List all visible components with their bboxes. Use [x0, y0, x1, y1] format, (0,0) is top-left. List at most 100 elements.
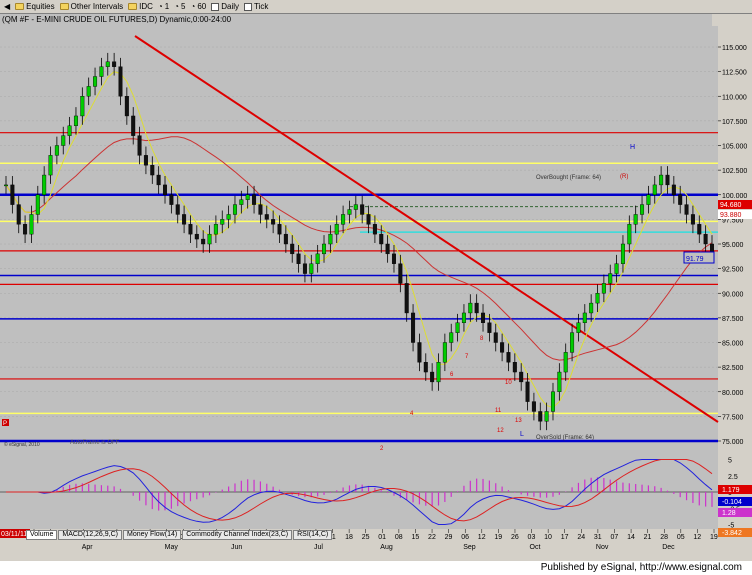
- month-label: Aug: [380, 544, 393, 551]
- candle-body: [404, 283, 409, 314]
- count-label: 8: [480, 336, 484, 342]
- daily-button[interactable]: Daily: [211, 2, 239, 11]
- candle-body: [42, 174, 47, 195]
- candle-body: [500, 342, 505, 353]
- candle-body: [347, 209, 352, 215]
- count-label: 2: [380, 446, 384, 452]
- candle-body: [360, 204, 365, 215]
- candle-body: [455, 322, 460, 333]
- tab-money-flow[interactable]: Money Flow(14): [123, 530, 182, 540]
- idc-button[interactable]: IDC: [128, 2, 153, 11]
- equities-folder[interactable]: Equities: [15, 2, 55, 11]
- day-tick-label: 21: [644, 534, 652, 541]
- month-label: Jul: [314, 544, 323, 551]
- candle-body: [328, 233, 333, 245]
- month-label: Jun: [231, 544, 242, 551]
- day-tick-label: 31: [594, 534, 602, 541]
- l-marker: L: [520, 431, 524, 438]
- candle-body: [341, 214, 346, 225]
- count-label: 12: [497, 428, 504, 434]
- arrow-icon[interactable]: ◀: [4, 2, 11, 11]
- month-label: Nov: [596, 544, 609, 551]
- day-tick-label: 10: [544, 534, 552, 541]
- candle-body: [372, 224, 377, 235]
- day-tick-label: 06: [461, 534, 469, 541]
- indicator-badge: [718, 508, 752, 517]
- price-tick-label: 105.000: [722, 144, 747, 151]
- tab-rsi[interactable]: RSI(14,C): [293, 530, 333, 540]
- price-chart[interactable]: 115.000112.500110.000107.500105.000102.5…: [0, 14, 752, 561]
- candle-body: [461, 312, 466, 324]
- candle-body: [175, 204, 180, 215]
- price-tick-label: 92.500: [722, 267, 744, 274]
- candle-body: [252, 194, 257, 205]
- indicator-lines: [0, 459, 718, 525]
- folder-icon: [128, 3, 138, 10]
- moving-averages: [5, 71, 713, 409]
- candle-body: [48, 155, 53, 176]
- indicator-badge-text: -3.842: [722, 530, 742, 537]
- count-label: 7: [465, 354, 469, 360]
- moving-average-slow: [5, 136, 713, 361]
- day-tick-label: 28: [660, 534, 668, 541]
- candle-body: [519, 371, 524, 383]
- day-tick-label: 05: [677, 534, 685, 541]
- candle-body: [226, 214, 231, 220]
- day-tick-label: 14: [627, 534, 635, 541]
- idc-label: IDC: [139, 2, 153, 11]
- price-tick-label: 87.500: [722, 316, 744, 323]
- month-label: May: [165, 544, 179, 551]
- candle-body: [620, 243, 625, 264]
- start-date-badge: [0, 529, 30, 538]
- tick-button[interactable]: Tick: [244, 2, 268, 11]
- folder-icon: [59, 3, 69, 10]
- level-label: 91.79: [686, 256, 704, 263]
- interval-60-button[interactable]: ◔ 60: [190, 2, 206, 11]
- count-label: 11: [495, 408, 502, 414]
- price-tick-label: 82.500: [722, 365, 744, 372]
- horizontal-levels: [0, 132, 718, 443]
- price-tick-label: 95.000: [722, 242, 744, 249]
- candle-body: [640, 204, 645, 215]
- candle-body: [232, 204, 237, 215]
- candle-body: [271, 219, 276, 225]
- candle-body: [156, 174, 161, 186]
- candle-body: [442, 342, 447, 363]
- circle-icon: ◔: [174, 2, 180, 11]
- interval-5-button[interactable]: ◔ 5: [174, 2, 185, 11]
- tab-volume[interactable]: Volume: [26, 530, 58, 540]
- tab-macd[interactable]: MACD(12,26,9,C): [58, 530, 122, 540]
- candle-body: [245, 194, 250, 200]
- price-badge-lower: [718, 210, 752, 219]
- candle-body: [430, 371, 435, 383]
- trendline: [134, 35, 719, 423]
- candle-body: [576, 322, 581, 333]
- interval-1-button[interactable]: ◔ 1: [158, 2, 169, 11]
- other-intervals-folder[interactable]: Other Intervals: [59, 2, 123, 11]
- day-tick-label: 17: [561, 534, 569, 541]
- candle-body: [633, 214, 638, 225]
- candle-body: [417, 342, 422, 363]
- candle-body: [194, 233, 199, 240]
- day-tick-label: 15: [411, 534, 419, 541]
- macd-line: [6, 459, 713, 525]
- folder-icon: [15, 3, 25, 10]
- price-tick-label: 80.000: [722, 390, 744, 397]
- candle-body: [80, 96, 85, 117]
- candle-body: [512, 362, 517, 373]
- candle-body: [703, 233, 708, 245]
- candle-body: [474, 302, 479, 314]
- candle-body: [557, 371, 562, 392]
- candle-body: [366, 214, 371, 225]
- candle-body: [73, 115, 78, 126]
- price-panel: [0, 26, 718, 454]
- candle-body: [678, 194, 683, 205]
- day-tick-label: 26: [511, 534, 519, 541]
- day-tick-label: 01: [378, 534, 386, 541]
- candle-body: [277, 224, 282, 235]
- candle-body: [163, 184, 168, 195]
- chart-title: (QM #F - E-MINI CRUDE OIL FUTURES,D) Dyn…: [2, 15, 232, 24]
- candle-body: [411, 312, 416, 343]
- tab-cci[interactable]: Commodity Channel Index(23,C): [182, 530, 293, 540]
